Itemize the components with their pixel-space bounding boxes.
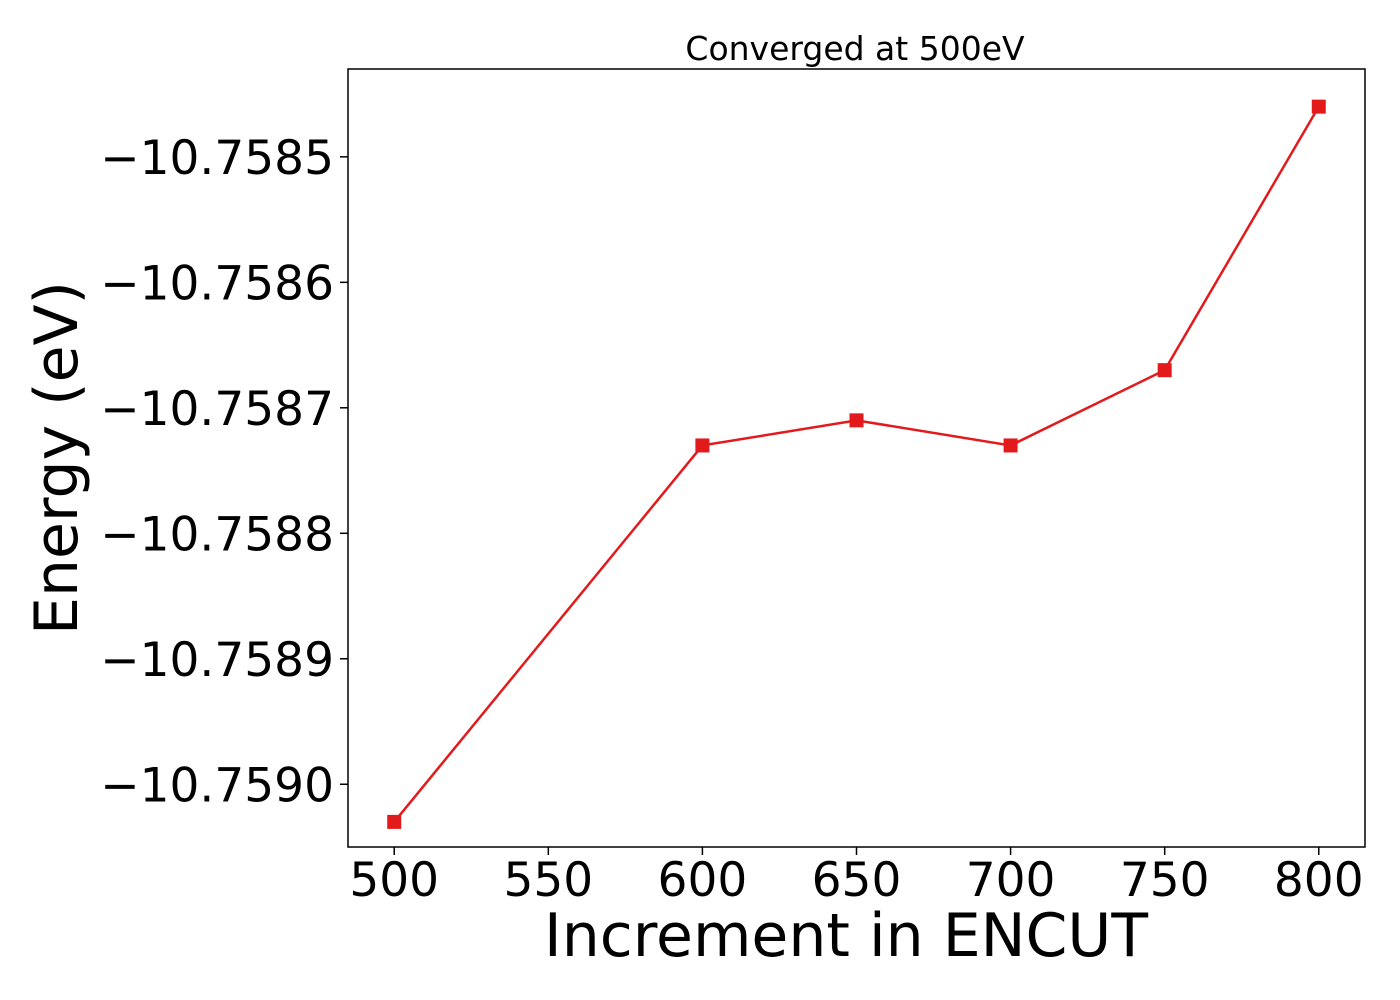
y-tick-label: −10.7587 <box>100 382 334 437</box>
x-tick-label: 600 <box>658 853 748 908</box>
y-tick-label: −10.7589 <box>100 633 334 688</box>
x-tick-label: 550 <box>503 853 593 908</box>
x-tick-label: 800 <box>1274 853 1364 908</box>
y-tick-label: −10.7586 <box>100 256 334 311</box>
data-point-marker <box>1157 363 1172 378</box>
x-tick-label: 750 <box>1120 853 1210 908</box>
data-point-marker <box>849 413 864 428</box>
x-axis-label: Increment in ENCUT <box>544 901 1148 971</box>
x-tick-label: 500 <box>349 853 439 908</box>
y-tick-label: −10.7590 <box>100 758 334 813</box>
chart-title: Converged at 500eV <box>685 29 1025 68</box>
x-axis: 500 550 600 650 700 750 800 <box>349 847 1364 908</box>
series-layer <box>387 99 1326 829</box>
x-tick-label: 700 <box>966 853 1056 908</box>
data-point-marker <box>1311 99 1326 114</box>
data-point-marker <box>387 814 402 829</box>
y-tick-label: −10.7588 <box>100 507 334 562</box>
data-point-marker <box>1003 438 1018 453</box>
y-axis: −10.7585 −10.7586 −10.7587 −10.7588 −10.7589… <box>100 131 348 813</box>
x-tick-label: 650 <box>812 853 902 908</box>
y-axis-label: Energy (eV) <box>22 281 92 635</box>
y-tick-label: −10.7585 <box>100 131 334 186</box>
plot-area-frame <box>347 68 1366 848</box>
series-line <box>393 106 1320 823</box>
data-point-marker <box>695 438 710 453</box>
